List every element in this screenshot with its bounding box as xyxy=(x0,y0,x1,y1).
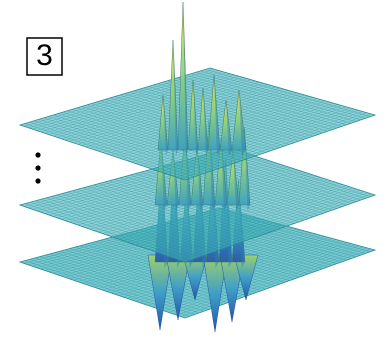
plane xyxy=(20,68,375,180)
figure: 3 xyxy=(0,0,389,341)
ellipsis-dot xyxy=(35,165,40,170)
panel-label: 3 xyxy=(36,39,53,72)
page: {"panel": {"label": "3"}} 3 (() => { con… xyxy=(0,0,389,341)
plane-surface xyxy=(20,68,375,180)
ellipsis-dot xyxy=(35,178,40,183)
layers xyxy=(20,2,375,332)
ellipsis-dot xyxy=(35,152,40,157)
